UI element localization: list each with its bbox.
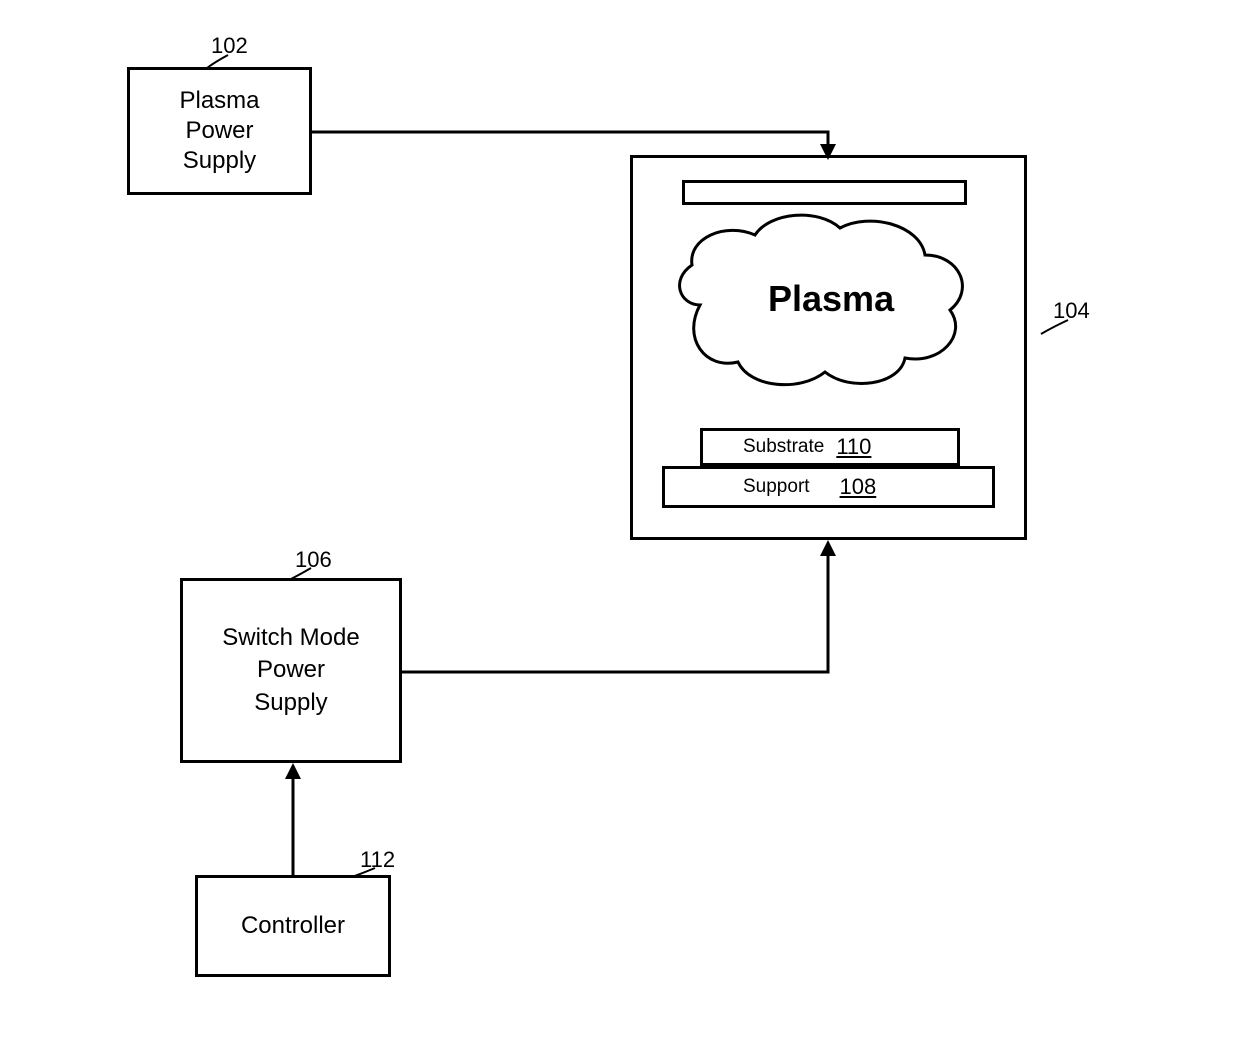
arrow-plasma-to-chamber	[312, 132, 828, 148]
arrow-switch-to-chamber	[402, 552, 828, 672]
arrowhead-controller-to-switch	[285, 763, 301, 779]
arrowhead-plasma-to-chamber	[820, 144, 836, 160]
arrowhead-switch-to-chamber	[820, 540, 836, 556]
arrows-layer	[0, 0, 1240, 1048]
